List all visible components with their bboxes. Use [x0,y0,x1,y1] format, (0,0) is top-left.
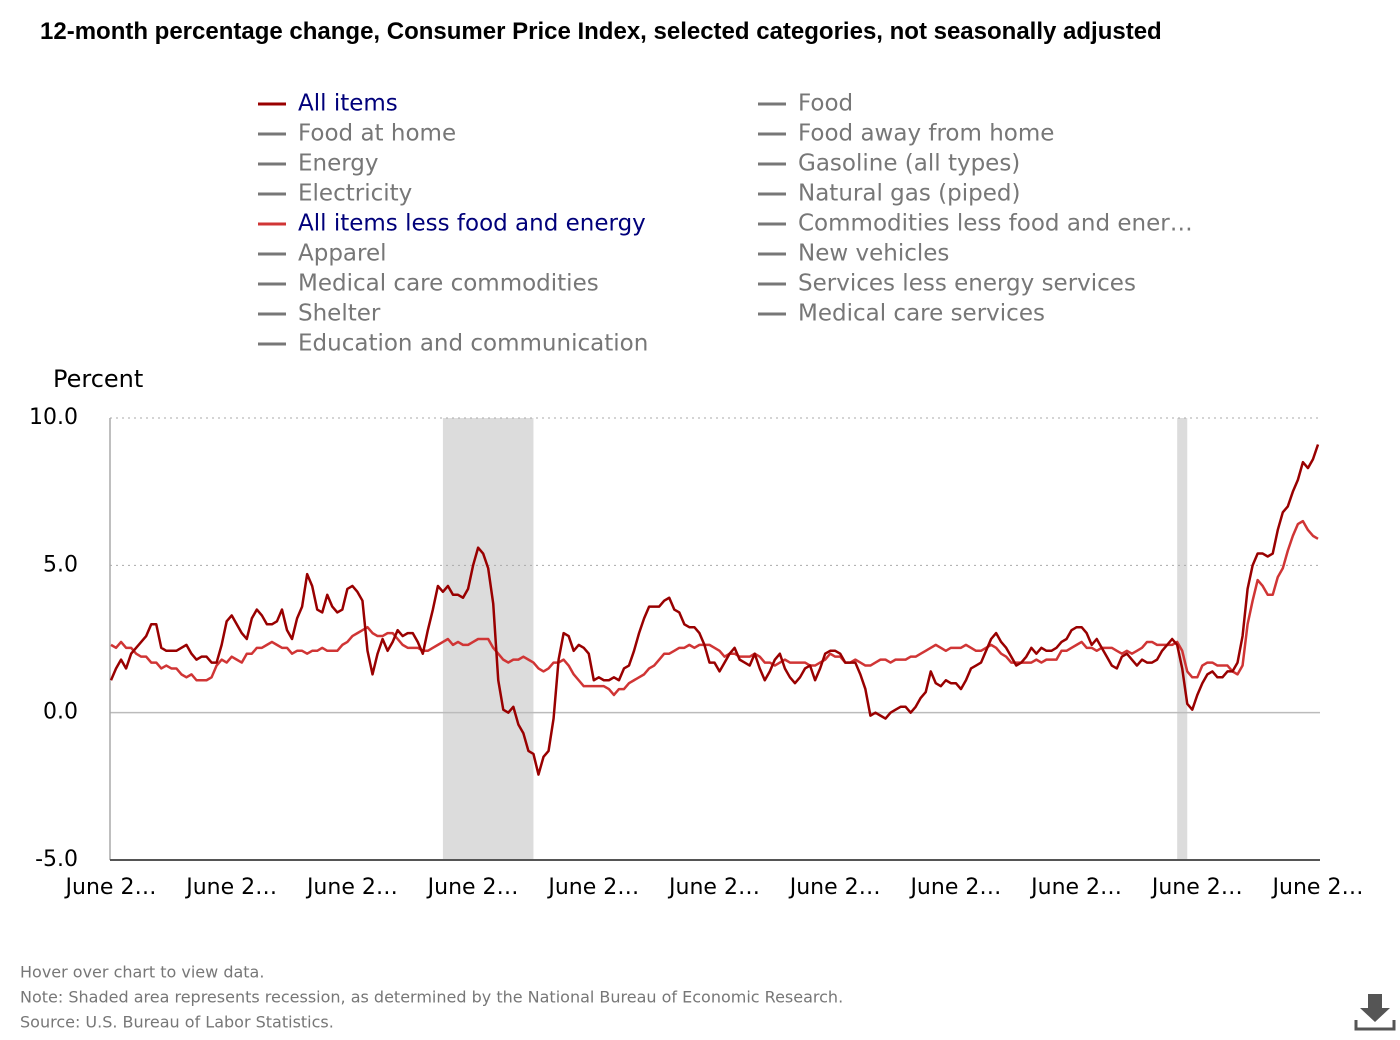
legend-item[interactable]: Apparel [258,241,387,267]
legend-label: Gasoline (all types) [798,151,1020,177]
legend-label: Commodities less food and ener… [798,211,1193,237]
x-tick-label: June 2… [1271,875,1364,900]
x-tick-label: June 2… [1150,875,1243,900]
x-tick-label: June 2… [426,875,519,900]
legend-item[interactable]: Natural gas (piped) [758,181,1020,207]
note: Note: Shaded area represents recession, … [20,988,843,1007]
legend-label: Education and communication [298,331,648,357]
legend-item[interactable]: Medical care services [758,301,1045,327]
x-tick-label: June 2… [1029,875,1122,900]
legend-label: Electricity [298,181,412,207]
legend-label: New vehicles [798,241,949,267]
legend-label: All items less food and energy [298,211,646,237]
download-button[interactable] [1350,988,1396,1034]
x-tick-label: June 2… [546,875,639,900]
note: Source: U.S. Bureau of Labor Statistics. [20,1013,334,1032]
legend-item[interactable]: All items [258,91,398,117]
legend-item[interactable]: Shelter [258,301,381,327]
x-tick-label: June 2… [305,875,398,900]
legend-item[interactable]: Electricity [258,181,412,207]
legend-label: Food away from home [798,121,1054,147]
legend-label: Natural gas (piped) [798,181,1020,207]
legend-label: Medical care commodities [298,271,599,297]
legend-item[interactable]: Food away from home [758,121,1054,147]
series-line [109,444,1320,776]
y-tick-label: 10.0 [29,405,78,430]
legend-item[interactable]: Food [758,91,853,117]
legend-item[interactable]: Services less energy services [758,271,1136,297]
legend-label: Energy [298,151,379,177]
x-tick-label: June 2… [184,875,277,900]
x-tick-label: June 2… [667,875,760,900]
y-axis-label: Percent [53,365,143,393]
legend-item[interactable]: Commodities less food and ener… [758,211,1193,237]
recession-shade [1177,418,1188,860]
legend-item[interactable]: New vehicles [758,241,949,267]
legend-item[interactable]: Gasoline (all types) [758,151,1020,177]
legend-label: Apparel [298,241,387,267]
legend-item[interactable]: Food at home [258,121,456,147]
x-tick-label: June 2… [64,875,157,900]
legend-label: Food [798,91,853,117]
download-arrow [1360,994,1390,1022]
legend-label: Food at home [298,121,456,147]
y-tick-label: 5.0 [43,552,78,577]
legend-label: Shelter [298,301,381,327]
x-tick-label: June 2… [908,875,1001,900]
x-tick-label: June 2… [788,875,881,900]
series-line [110,519,1319,697]
legend-label: All items [298,91,398,117]
chart-title: 12-month percentage change, Consumer Pri… [40,18,1162,45]
y-tick-label: -5.0 [35,847,78,872]
legend-item[interactable]: Medical care commodities [258,271,599,297]
y-tick-label: 0.0 [43,700,78,725]
legend-item[interactable]: Education and communication [258,331,648,357]
download-tray [1354,1020,1396,1031]
legend-item[interactable]: All items less food and energy [258,211,646,237]
note: Hover over chart to view data. [20,963,264,982]
legend-label: Services less energy services [798,271,1136,297]
legend-item[interactable]: Energy [258,151,379,177]
legend-label: Medical care services [798,301,1045,327]
